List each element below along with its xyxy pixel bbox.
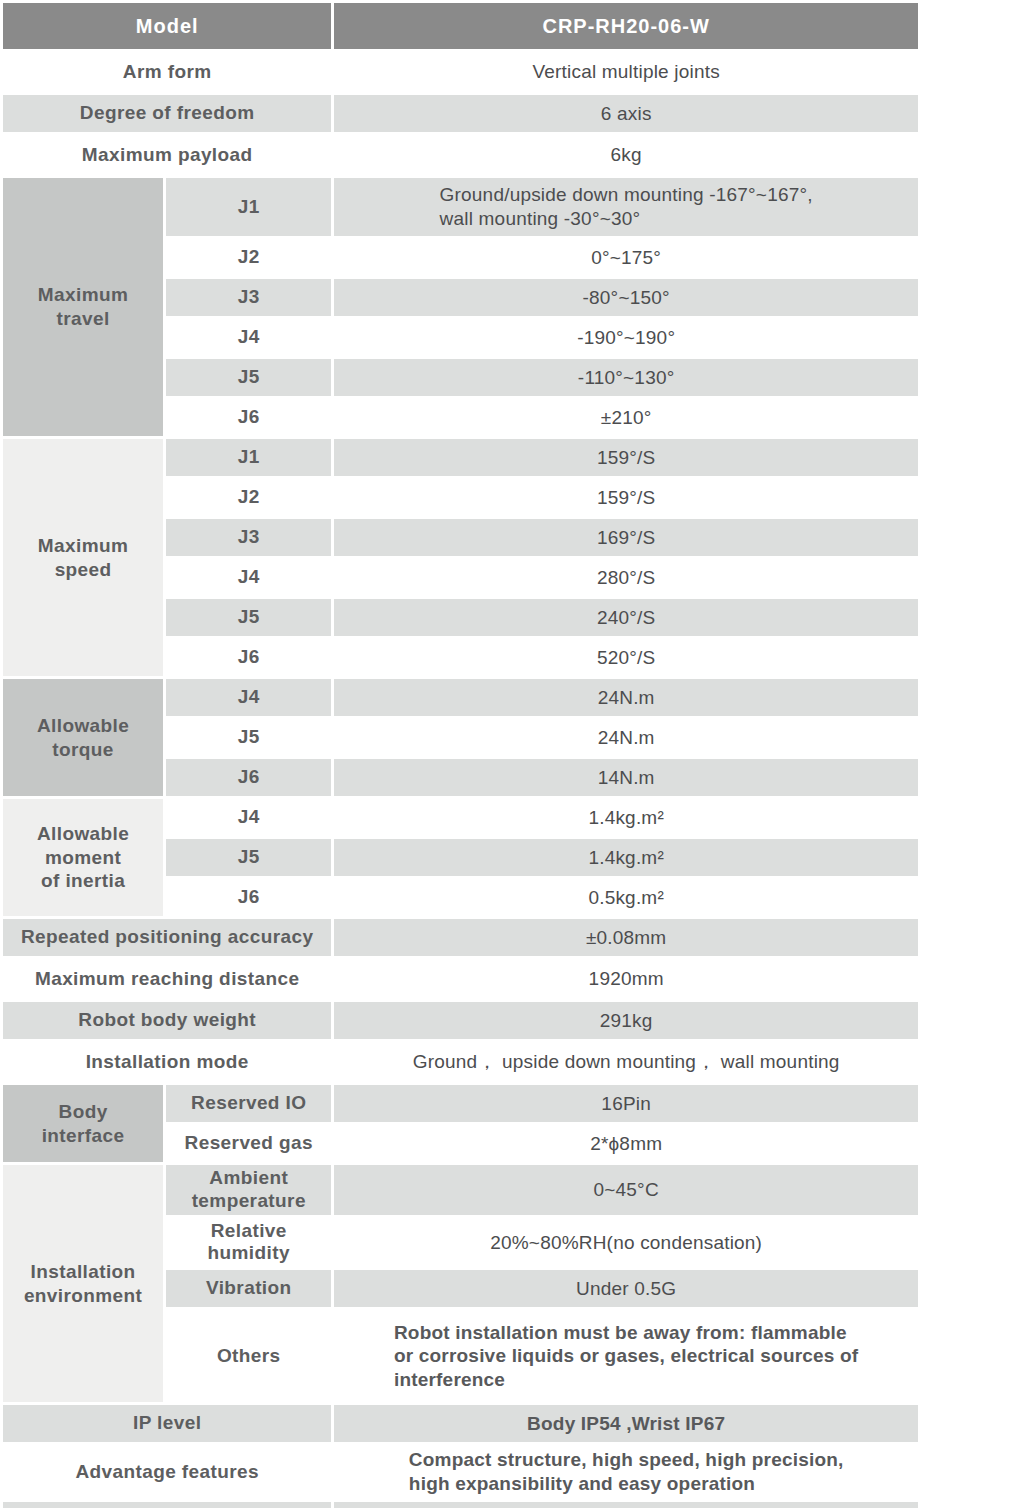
maximum-reaching-distance-label: Maximum reaching distance [3,959,331,999]
maximum-travel-group-label: Maximum travel [3,178,163,436]
table-row: Maximum travel J1 Ground/upside down mou… [3,178,918,236]
joint-label-cell: J2 [166,239,331,276]
ambient-temperature-label: Ambient temperature [166,1165,331,1215]
table-row: Installation environment Ambient tempera… [3,1165,918,1215]
joint-label-cell: J2 [166,479,331,516]
joint-value-cell: 24N.m [334,719,918,756]
joint-value-cell: -80°~150° [334,279,918,316]
joint-value-cell: 0.5kg.m² [334,879,918,916]
joint-value-text: Ground/upside down mounting -167°~167°, … [440,183,813,231]
joint-value-cell: 520°/S [334,639,918,676]
allowable-moment-of-inertia-group-label: Allowable moment of inertia [3,799,163,916]
reserved-gas-label: Reserved gas [166,1125,331,1162]
reserved-gas-value: 2*ϕ8mm [334,1125,918,1162]
joint-label-cell: J6 [166,399,331,436]
repeated-positioning-accuracy-value: ±0.08mm [334,919,918,956]
ip-level-value: Body IP54 ,Wrist IP67 [334,1405,918,1442]
table-row: Robot body weight 291kg [3,1002,918,1039]
ip-level-label: IP level [3,1405,331,1442]
joint-value-cell: 24N.m [334,679,918,716]
joint-value-cell: -190°~190° [334,319,918,356]
maximum-payload-value: 6kg [334,135,918,175]
table-row: Body interface Reserved IO 16Pin [3,1085,918,1122]
joint-label-cell: J6 [166,759,331,796]
joint-label-cell: J4 [166,319,331,356]
joint-label-cell: J6 [166,639,331,676]
installation-mode-value: Ground， upside down mounting， wall mount… [334,1042,918,1082]
robot-body-weight-value: 291kg [334,1002,918,1039]
installation-mode-label: Installation mode [3,1042,331,1082]
relative-humidity-label: Relative humidity [166,1218,331,1268]
body-interface-group-label: Body interface [3,1085,163,1162]
joint-label-cell: J3 [166,279,331,316]
joint-value-cell: 14N.m [334,759,918,796]
table-row: Allowable moment of inertia J4 1.4kg.m² [3,799,918,836]
maximum-payload-label: Maximum payload [3,135,331,175]
joint-label-cell: J3 [166,519,331,556]
joint-label-cell: J4 [166,799,331,836]
robot-body-weight-label: Robot body weight [3,1002,331,1039]
joint-label-cell: J4 [166,679,331,716]
relative-humidity-value: 20%~80%RH(no condensation) [334,1218,918,1268]
joint-value-cell: 169°/S [334,519,918,556]
degree-of-freedom-label: Degree of freedom [3,95,331,132]
joint-label-cell: J5 [166,839,331,876]
joint-value-cell: 159°/S [334,479,918,516]
application-value: Welding [334,1502,918,1508]
table-row: IP level Body IP54 ,Wrist IP67 [3,1405,918,1442]
joint-label-cell: J6 [166,879,331,916]
maximum-speed-group-label: Maximum speed [3,439,163,676]
repeated-positioning-accuracy-label: Repeated positioning accuracy [3,919,331,956]
table-row: Degree of freedom 6 axis [3,95,918,132]
model-header-value: CRP-RH20-06-W [334,3,918,49]
joint-label-cell: J5 [166,599,331,636]
others-value-text: Robot installation must be away from: fl… [394,1321,858,1392]
advantage-features-label: Advantage features [3,1445,331,1499]
table-row: Arm form Vertical multiple joints [3,52,918,92]
joint-value-cell: ±210° [334,399,918,436]
table-row: Allowable torque J4 24N.m [3,679,918,716]
reserved-io-value: 16Pin [334,1085,918,1122]
arm-form-label: Arm form [3,52,331,92]
table-row: Maximum payload 6kg [3,135,918,175]
joint-value-cell: 240°/S [334,599,918,636]
joint-value-cell: 159°/S [334,439,918,476]
arm-form-value: Vertical multiple joints [334,52,918,92]
joint-value-cell: -110°~130° [334,359,918,396]
table-row: Application Welding [3,1502,918,1508]
joint-value-cell: 0°~175° [334,239,918,276]
degree-of-freedom-value: 6 axis [334,95,918,132]
table-row: Model CRP-RH20-06-W [3,3,918,49]
table-row: Maximum speed J1 159°/S [3,439,918,476]
joint-value-cell: Ground/upside down mounting -167°~167°, … [334,178,918,236]
table-row: Advantage features Compact structure, hi… [3,1445,918,1499]
table-row: Installation mode Ground， upside down mo… [3,1042,918,1082]
others-value: Robot installation must be away from: fl… [334,1310,918,1402]
joint-label-cell: J1 [166,439,331,476]
model-header-label: Model [3,3,331,49]
reserved-io-label: Reserved IO [166,1085,331,1122]
joint-label-cell: J4 [166,559,331,596]
application-label: Application [3,1502,331,1508]
joint-label-cell: J5 [166,359,331,396]
installation-environment-group-label: Installation environment [3,1165,163,1402]
table-row: Repeated positioning accuracy ±0.08mm [3,919,918,956]
joint-label-cell: J5 [166,719,331,756]
vibration-label: Vibration [166,1270,331,1307]
advantage-features-text: Compact structure, high speed, high prec… [409,1448,844,1496]
spec-sheet-page: Model CRP-RH20-06-W Arm form Vertical mu… [0,0,1034,1508]
allowable-torque-group-label: Allowable torque [3,679,163,796]
vibration-value: Under 0.5G [334,1270,918,1307]
ambient-temperature-value: 0~45°C [334,1165,918,1215]
table-row: Maximum reaching distance 1920mm [3,959,918,999]
robot-spec-table: Model CRP-RH20-06-W Arm form Vertical mu… [0,0,921,1508]
joint-value-cell: 280°/S [334,559,918,596]
joint-label-cell: J1 [166,178,331,236]
advantage-features-value: Compact structure, high speed, high prec… [334,1445,918,1499]
others-label: Others [166,1310,331,1402]
maximum-reaching-distance-value: 1920mm [334,959,918,999]
joint-value-cell: 1.4kg.m² [334,799,918,836]
joint-value-cell: 1.4kg.m² [334,839,918,876]
